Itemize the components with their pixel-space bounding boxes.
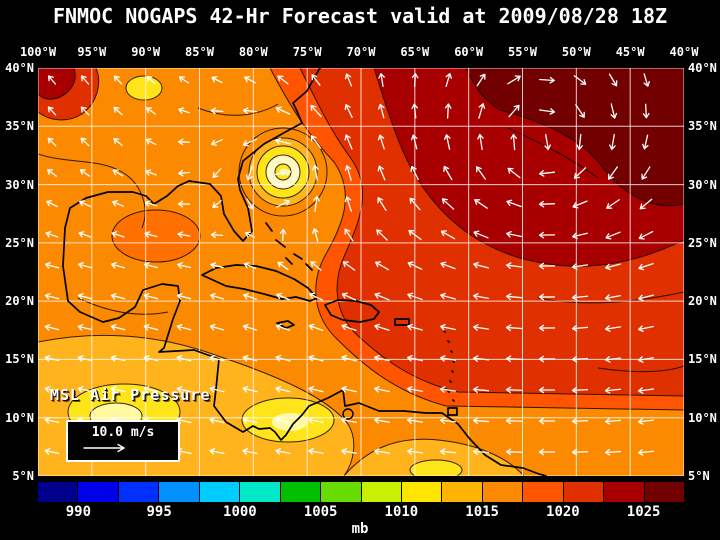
- coastline-jamaica: [276, 320, 295, 329]
- colorbar-segment: [199, 482, 240, 502]
- lat-label: 15°N: [5, 352, 34, 367]
- lat-label: 5°N: [688, 469, 710, 483]
- lake-maracaibo: [342, 408, 354, 420]
- lon-label: 60°W: [454, 45, 484, 59]
- lat-label: 10°N: [688, 410, 717, 425]
- colorbar-tick-label: 995: [146, 504, 172, 520]
- lat-label: 10°N: [5, 410, 34, 425]
- coastline-americas: [62, 68, 547, 476]
- lat-label: 5°N: [12, 469, 34, 483]
- colorbar-segment: [159, 482, 199, 502]
- lat-label: 15°N: [688, 352, 717, 367]
- lon-label: 65°W: [400, 45, 430, 59]
- lon-label: 40°W: [669, 45, 699, 59]
- lon-label: 80°W: [238, 45, 268, 59]
- coastline-bahamas: [265, 222, 313, 271]
- lon-label: 45°W: [615, 45, 645, 59]
- coastline-hispaniola: [324, 299, 380, 323]
- colorbar-segment: [482, 482, 523, 502]
- colorbar-tick-label: 990: [65, 504, 92, 520]
- colorbar-segment: [240, 482, 280, 502]
- lat-label: 35°N: [688, 119, 717, 134]
- page-title: FNMOC NOGAPS 42-Hr Forecast valid at 200…: [52, 4, 668, 28]
- colorbar-segment: [38, 482, 78, 502]
- colorbar-segment: [401, 482, 442, 502]
- colorbar-segment: [604, 482, 644, 502]
- lat-label: 40°N: [688, 61, 717, 75]
- pressure-colorbar: [38, 482, 684, 502]
- coastline-trinidad: [447, 407, 458, 416]
- colorbar-tick-label: 1000: [223, 504, 257, 520]
- colorbar-segment: [78, 482, 118, 502]
- colorbar-tick-label: 1010: [384, 504, 419, 520]
- lat-label: 35°N: [5, 119, 34, 134]
- longitude-axis: 100°W 95°W 90°W 85°W 80°W 75°W 70°W 65°W 60°W 55°…: [0, 45, 720, 61]
- colorbar-segment: [644, 482, 684, 502]
- colorbar-segment: [442, 482, 482, 502]
- colorbar-segment: [321, 482, 361, 502]
- colorbar-tick-label: 1025: [626, 504, 661, 520]
- colorbar-unit-label: mb: [351, 521, 369, 537]
- wind-scale-label: 10.0 m/s: [91, 425, 155, 440]
- colorbar-tick-label: 1005: [303, 504, 338, 520]
- wind-scale-arrow-icon: [83, 443, 126, 453]
- wind-scale-legend: 10.0 m/s: [66, 420, 180, 462]
- colorbar-segment: [563, 482, 604, 502]
- forecast-map: MSL Air Pressure 10.0 m/s: [38, 68, 684, 476]
- field-label: MSL Air Pressure: [50, 386, 211, 404]
- colorbar-tick-label: 1015: [465, 504, 499, 520]
- colorbar-segment: [118, 482, 159, 502]
- lat-label: 30°N: [5, 177, 34, 192]
- lon-label: 85°W: [185, 45, 214, 59]
- latlon-grid: [38, 68, 684, 476]
- colorbar-tick-label: 1020: [546, 504, 580, 520]
- lon-label: 100°W: [19, 45, 57, 59]
- lat-label: 20°N: [5, 294, 34, 309]
- lat-label: 40°N: [5, 61, 34, 75]
- colorbar-segment: [523, 482, 563, 502]
- lon-label: 95°W: [77, 45, 107, 59]
- coastline-lesser-antilles: [443, 330, 455, 402]
- wind-vector-layer: [44, 72, 655, 456]
- lat-label: 25°N: [5, 235, 34, 250]
- lat-label: 30°N: [688, 177, 717, 192]
- colorbar-segment: [280, 482, 321, 502]
- lon-label: 75°W: [292, 45, 322, 59]
- lat-label: 25°N: [688, 235, 717, 250]
- colorbar-segment: [361, 482, 401, 502]
- lon-label: 55°W: [508, 45, 537, 59]
- isobar-contours: [38, 68, 684, 476]
- lon-label: 90°W: [131, 45, 161, 59]
- lon-label: 70°W: [346, 45, 376, 59]
- lat-label: 20°N: [688, 294, 717, 309]
- lon-label: 50°W: [561, 45, 591, 59]
- map-canvas: [38, 68, 684, 476]
